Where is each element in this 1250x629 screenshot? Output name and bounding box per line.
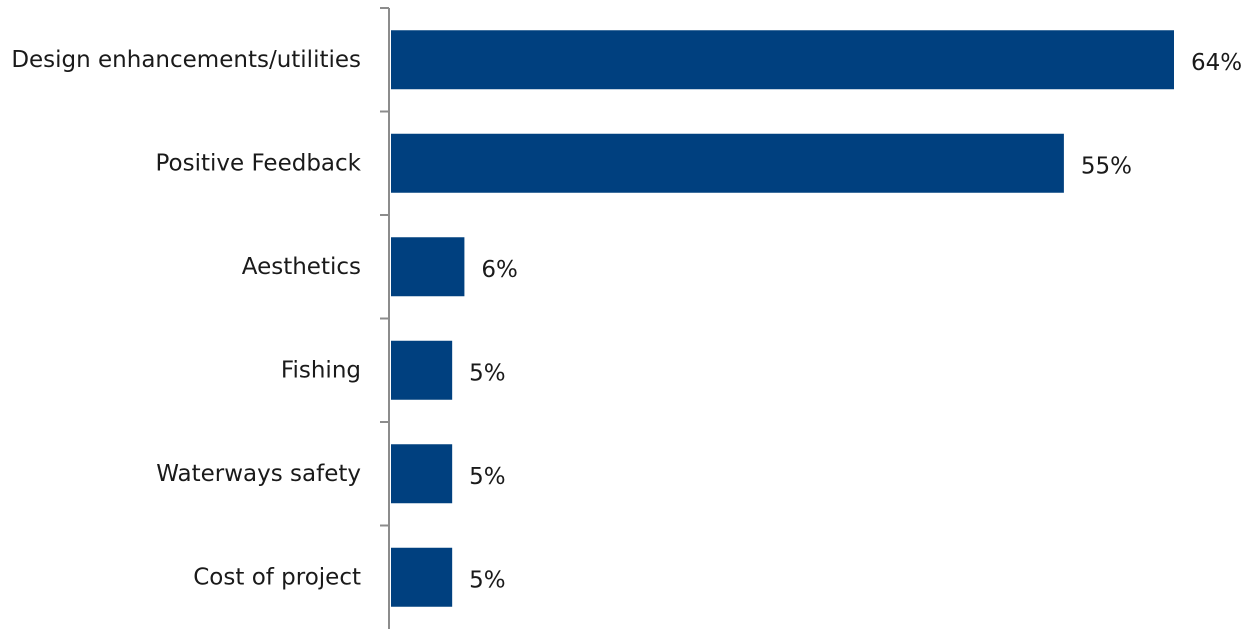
category-label: Waterways safety xyxy=(156,461,361,487)
data-label: 55% xyxy=(1081,153,1132,179)
category-axis xyxy=(380,7,390,629)
category-label: Fishing xyxy=(281,357,361,383)
category-label: Positive Feedback xyxy=(155,150,361,176)
data-label: 5% xyxy=(469,567,506,593)
bar xyxy=(391,547,453,607)
category-label: Aesthetics xyxy=(242,254,361,280)
bar xyxy=(391,237,465,297)
category-label: Design enhancements/utilities xyxy=(11,47,361,73)
bar xyxy=(391,133,1064,193)
bars-group xyxy=(391,30,1174,607)
category-label: Cost of project xyxy=(193,564,361,590)
value-labels-group: 64% 55% 6% 5% 5% 5% xyxy=(469,50,1242,594)
bar xyxy=(391,30,1174,90)
data-label: 6% xyxy=(481,257,518,283)
category-labels-group: Design enhancements/utilities Positive Fe… xyxy=(11,47,361,591)
data-label: 64% xyxy=(1191,50,1242,76)
data-label: 5% xyxy=(469,464,506,490)
data-label: 5% xyxy=(469,360,506,386)
bar xyxy=(391,444,453,504)
bar xyxy=(391,340,453,400)
